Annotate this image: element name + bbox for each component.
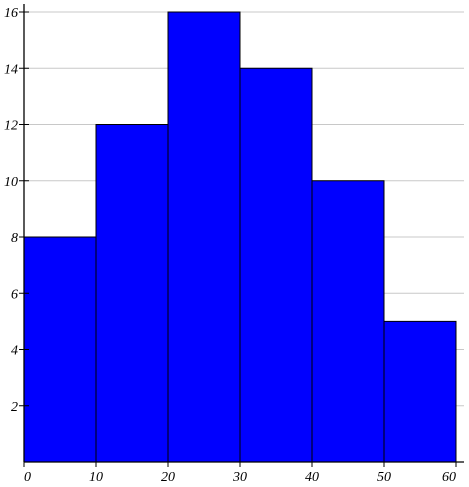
bar-0-10	[23, 236, 97, 463]
y-tick-label-14: 14	[4, 62, 18, 77]
y-tick-label-4: 4	[11, 344, 18, 359]
bar-10-20	[95, 124, 169, 463]
x-tick-label-50: 50	[377, 470, 391, 485]
tick-labels: 2 4 6 8 10 12 14 16 0 10 20 30 40 50 60	[4, 6, 456, 485]
axes	[19, 4, 464, 467]
bar-30-40	[239, 67, 313, 463]
x-tick-label-0: 0	[24, 470, 31, 485]
y-tick-label-10: 10	[4, 175, 18, 190]
x-tick-label-40: 40	[305, 470, 319, 485]
bar-20-30	[167, 11, 241, 463]
bar-40-50	[311, 180, 385, 463]
x-tick-label-20: 20	[161, 470, 175, 485]
x-tick-label-60: 60	[442, 470, 456, 485]
x-tick-label-10: 10	[89, 470, 103, 485]
y-tick-label-2: 2	[11, 400, 18, 415]
y-tick-label-16: 16	[4, 6, 18, 21]
x-tick-label-30: 30	[232, 470, 247, 485]
y-tick-label-8: 8	[11, 231, 18, 246]
bar-50-60	[383, 320, 457, 463]
y-tick-label-12: 12	[4, 119, 18, 134]
y-tick-label-6: 6	[11, 287, 18, 302]
bars	[23, 11, 457, 463]
